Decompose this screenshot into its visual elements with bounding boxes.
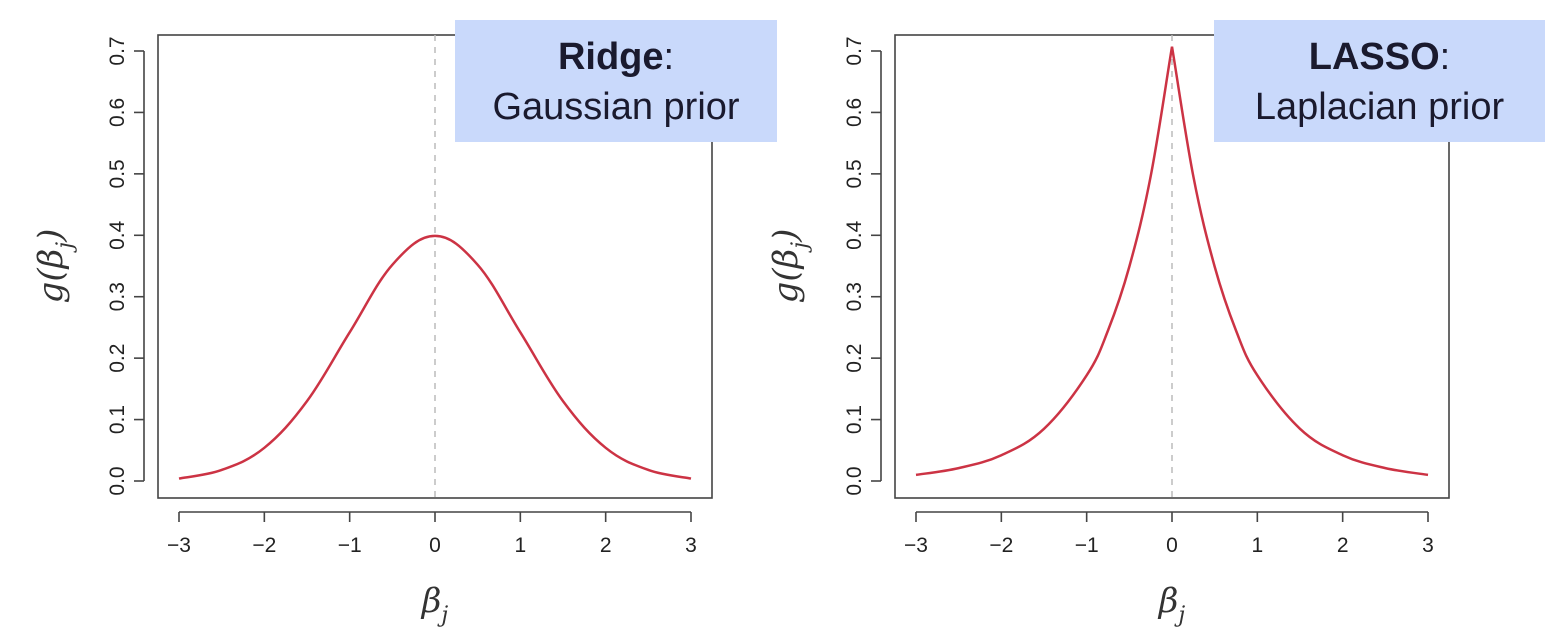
y-tick-label: 0.7: [843, 36, 866, 65]
y-tick-label: 0.5: [843, 159, 866, 188]
y-tick-label: 0.3: [106, 282, 129, 311]
callout-title-suffix: :: [1439, 36, 1451, 78]
callout-subtitle: Laplacian prior: [1254, 86, 1505, 128]
callout-title: LASSO:: [1214, 32, 1545, 82]
lasso-panel: −3 −2 −1 0 1 2 3 0.0 0.1 0.2 0.3 0.4 0.5 0.6 0.7 βj g…: [766, 34, 1450, 628]
y-tick-label: 0.1: [106, 405, 129, 434]
y-tick-label: 0.2: [106, 344, 129, 373]
y-tick-label: 0.4: [106, 220, 129, 250]
x-tick-label: 3: [1422, 534, 1434, 557]
x-tick-label: 0: [1166, 534, 1178, 557]
callout-title: Ridge:: [455, 32, 777, 82]
x-axis-title: βj: [420, 581, 449, 628]
x-axis-ticks: −3 −2 −1 0 1 2 3: [904, 511, 1434, 557]
y-axis-title: g(βj): [31, 229, 78, 304]
callout-title-suffix: :: [663, 36, 675, 78]
y-tick-label: 0.5: [106, 159, 129, 188]
x-tick-label: 1: [514, 534, 526, 557]
callout-title-bold: LASSO: [1308, 36, 1440, 78]
callout-subtitle: Gaussian prior: [492, 86, 740, 128]
y-tick-label: 0.7: [106, 36, 129, 65]
y-tick-label: 0.0: [106, 466, 129, 495]
x-tick-label: −2: [989, 534, 1013, 557]
y-tick-label: 0.6: [843, 98, 866, 127]
ridge-panel: −3 −2 −1 0 1 2 3 0.0 0.1 0.2 0.3 0.4 0.5 0.6 0.7 βj g…: [31, 34, 713, 628]
y-axis-ticks: 0.0 0.1 0.2 0.3 0.4 0.5 0.6 0.7: [106, 36, 145, 496]
x-tick-label: 1: [1251, 534, 1263, 557]
x-tick-label: 2: [600, 534, 612, 557]
x-tick-label: −2: [252, 534, 276, 557]
ridge-callout: Ridge: Gaussian prior: [455, 20, 777, 142]
y-tick-label: 0.4: [843, 220, 866, 250]
lasso-callout: LASSO: Laplacian prior: [1214, 20, 1545, 142]
y-tick-label: 0.0: [843, 466, 866, 495]
x-tick-label: −1: [338, 534, 362, 557]
x-tick-label: 0: [429, 534, 441, 557]
x-axis-title: βj: [1157, 581, 1186, 628]
x-tick-label: −1: [1075, 534, 1099, 557]
x-tick-label: −3: [167, 534, 191, 557]
x-tick-label: −3: [904, 534, 928, 557]
x-tick-label: 3: [685, 534, 697, 557]
y-tick-label: 0.1: [843, 405, 866, 434]
callout-title-bold: Ridge: [557, 36, 664, 78]
y-tick-label: 0.6: [106, 98, 129, 127]
density-curve: [915, 46, 1429, 477]
x-tick-label: 2: [1337, 534, 1349, 557]
y-axis-title: g(βj): [766, 229, 813, 304]
density-curve: [178, 234, 692, 480]
y-tick-label: 0.3: [843, 282, 866, 311]
y-axis-ticks: 0.0 0.1 0.2 0.3 0.4 0.5 0.6 0.7: [843, 36, 882, 496]
x-axis-ticks: −3 −2 −1 0 1 2 3: [167, 511, 697, 557]
y-tick-label: 0.2: [843, 344, 866, 373]
